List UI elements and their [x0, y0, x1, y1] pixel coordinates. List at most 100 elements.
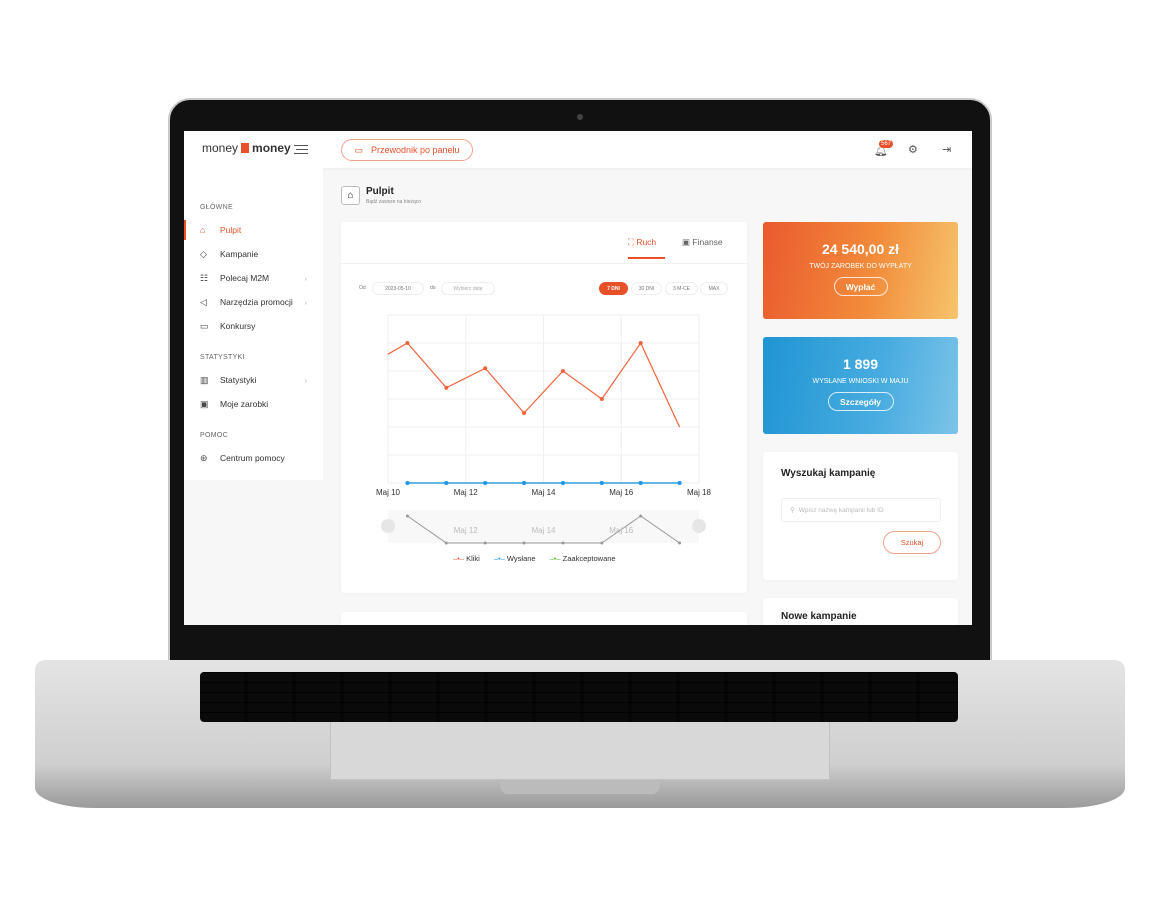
sidebar-item-label: Centrum pomocy [220, 453, 285, 463]
chart-legend: –•– Kliki –•– Wysłane –•– Zaakceptowane [453, 554, 616, 563]
tag-icon: ◇ [200, 248, 207, 259]
data-point [638, 481, 643, 485]
sidebar-item-label: Statystyki [220, 375, 257, 385]
new-campaigns-title: Nowe kampanie [781, 611, 857, 622]
logo[interactable]: money money [202, 141, 291, 155]
chevron-right-icon: › [304, 375, 307, 385]
navigator-tick-label: Maj 14 [531, 526, 556, 535]
navigator-point [522, 541, 526, 545]
logout-icon[interactable]: ⇥ [942, 144, 952, 156]
new-campaigns-card: Nowe kampanie [763, 598, 958, 625]
from-date-input[interactable]: 2023-05-10 [372, 282, 424, 295]
lid-notch [500, 782, 660, 794]
bell-icon[interactable]: 🔔︎ [874, 145, 888, 157]
sidebar-item-kampanie[interactable]: ◇ Kampanie [184, 244, 323, 264]
earnings-card: 24 540,00 zł TWÓJ ZAROBEK DO WYPŁATY Wyp… [763, 222, 958, 319]
legend-marker: –•– [493, 554, 507, 563]
x-tick-label: Maj 18 [686, 488, 712, 497]
tab-finanse[interactable]: ▣ Finanse [682, 237, 723, 247]
tab-ruch[interactable]: ⛶ Ruch [628, 237, 665, 259]
sidebar-item-label: Narzędzia promocji [220, 297, 293, 307]
bar-chart-icon: ▥ [200, 374, 209, 385]
data-point [405, 481, 410, 485]
data-point [483, 481, 488, 485]
data-point [599, 397, 604, 401]
sidebar-item-label: Konkursy [220, 321, 256, 331]
gear-icon[interactable]: ⚙ [908, 144, 918, 156]
x-tick-label: Maj 10 [375, 488, 401, 497]
sidebar-section-title: GŁÓWNE [200, 204, 233, 211]
navigator-point [678, 541, 682, 545]
chevron-right-icon: › [304, 297, 307, 307]
sidebar-item-konkursy[interactable]: ▭ Konkursy [184, 316, 323, 336]
chevron-right-icon: › [304, 273, 307, 283]
chart-icon: ⛶ [628, 237, 637, 247]
legend-item[interactable]: –•– Wysłane [493, 554, 536, 563]
legend-marker: –•– [549, 554, 563, 563]
page-subtitle: Bądź zawsze na bieżąco [366, 199, 422, 205]
line-chart [381, 314, 706, 545]
sidebar-section-title: STATYSTYKI [200, 354, 245, 361]
search-input[interactable]: ⚲ Wpisz nazwę kampanii lub ID [781, 498, 941, 522]
search-card: Wyszukaj kampanię ⚲ Wpisz nazwę kampanii … [763, 452, 958, 580]
secondary-card [341, 612, 747, 625]
sidebar-section-title: POMOC [200, 432, 228, 439]
navigator-point [444, 541, 448, 545]
data-point [522, 411, 527, 415]
sidebar-item-centrum-pomocy[interactable]: ⊛ Centrum pomocy [184, 448, 323, 468]
sidebar-item-polecaj-m2m[interactable]: ☷ Polecaj M2M › [184, 268, 323, 288]
camera [577, 114, 583, 120]
navigator [388, 510, 699, 543]
guide-button[interactable]: ▭ Przewodnik po panelu [341, 139, 473, 161]
navigator-point [405, 514, 409, 518]
laptop-icon: ▭ [354, 144, 363, 155]
data-point [522, 481, 527, 485]
navigator-line [407, 515, 680, 544]
navigator-tick-label: Maj 16 [609, 526, 634, 535]
top-header: money money ▭ Przewodnik po panelu 🔔︎ 567 … [184, 131, 972, 168]
data-point [599, 481, 604, 485]
page-title: Pulpit [366, 186, 394, 197]
data-point [560, 369, 565, 373]
lifebuoy-icon: ⊛ [200, 452, 208, 463]
withdraw-button[interactable]: Wypłać [833, 277, 888, 296]
keyboard [200, 672, 958, 722]
from-label: Od [359, 285, 366, 291]
data-point [444, 385, 449, 390]
applications-value: 1 899 [842, 356, 879, 372]
sidebar-item-narzędzia-promocji[interactable]: ◁ Narzędzia promocji › [184, 292, 323, 312]
details-button[interactable]: Szczegóły [827, 392, 894, 411]
series-line-kliki [387, 341, 681, 428]
data-point [483, 366, 488, 371]
hamburger-menu-icon[interactable] [294, 145, 308, 154]
sitemap-icon: ☷ [200, 272, 209, 283]
search-title: Wyszukaj kampanię [781, 468, 876, 479]
sidebar-item-moje-zarobki[interactable]: ▣ Moje zarobki [184, 394, 323, 414]
data-point [677, 481, 682, 485]
search-button[interactable]: Szukaj [883, 531, 941, 554]
x-tick-label: Maj 16 [609, 488, 634, 497]
legend-item[interactable]: –•– Zaakceptowane [549, 554, 616, 563]
range-30-days[interactable]: 30 DNI [631, 282, 662, 295]
x-tick-label: Maj 12 [453, 488, 478, 497]
home-icon: ⌂ [341, 186, 360, 205]
sidebar-item-statystyki[interactable]: ▥ Statystyki › [184, 370, 323, 390]
navigator-point [561, 541, 565, 545]
divider [341, 263, 747, 264]
screen: money money ▭ Przewodnik po panelu 🔔︎ 567 … [184, 131, 972, 625]
to-date-input[interactable]: Wybierz datę [441, 282, 495, 295]
sidebar-item-label: Moje zarobki [220, 399, 269, 409]
range-3-months[interactable]: 3 M-CE [665, 282, 698, 295]
navigator-point [600, 541, 604, 545]
sidebar-item-label: Polecaj M2M [220, 273, 270, 283]
navigator-point [483, 541, 487, 545]
earnings-label: TWÓJ ZAROBEK DO WYPŁATY [809, 263, 912, 270]
sidebar-item-pulpit[interactable]: ⌂ Pulpit [184, 220, 323, 240]
range-7-days[interactable]: 7 DNI [599, 282, 628, 295]
sidebar: GŁÓWNE ⌂ Pulpit ◇ Kampanie ☷ Polecaj M2M › ◁ Narz… [184, 168, 323, 480]
earnings-value: 24 540,00 zł [821, 241, 900, 257]
megaphone-icon: ◁ [200, 296, 207, 307]
data-point [638, 341, 643, 345]
legend-item[interactable]: –•– Kliki [453, 554, 480, 563]
range-max[interactable]: MAX [700, 282, 728, 295]
